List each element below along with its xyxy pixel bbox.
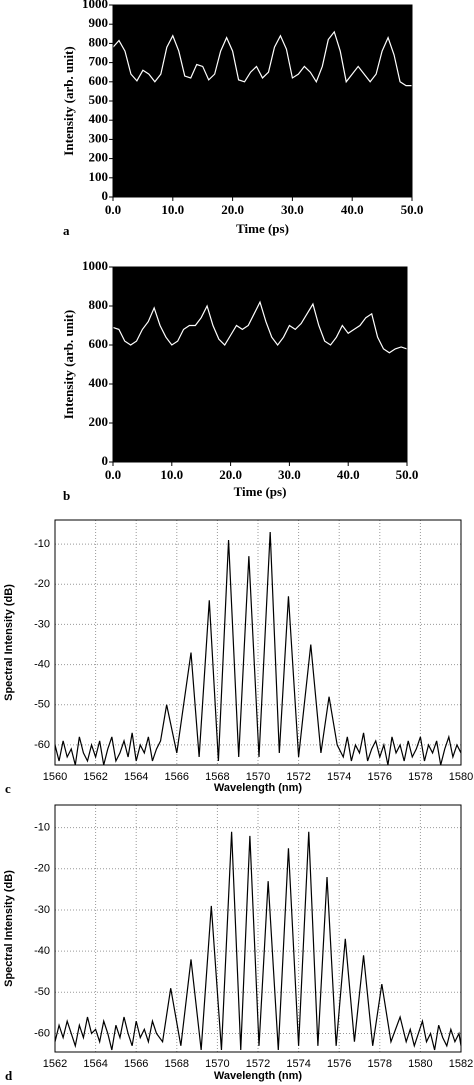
y-tick-label: 900: [89, 15, 109, 30]
data-line: [112, 30, 412, 87]
x-tick-label: 1580: [449, 771, 473, 783]
y-tick-label: -30: [34, 618, 50, 630]
y-tick-label: 600: [89, 336, 109, 351]
x-tick-label: 40.0: [337, 467, 360, 482]
data-line: [54, 532, 462, 766]
y-tick-label: 100: [89, 169, 109, 184]
y-tick-label: -20: [34, 578, 50, 590]
data-line: [112, 300, 408, 354]
y-tick-label: -10: [34, 822, 50, 834]
y-tick-label: 800: [89, 297, 109, 312]
x-tick-label: 1574: [286, 1058, 310, 1070]
y-tick-label: 700: [89, 54, 109, 69]
y-tick-label: -40: [34, 658, 50, 670]
data-line: [54, 831, 462, 1051]
y-tick-label: -10: [34, 538, 50, 550]
x-tick-label: 10.0: [161, 202, 184, 217]
plot-frame: [54, 804, 462, 1053]
y-axis-label: Intensity (arb. unit): [61, 46, 76, 155]
y-tick-label: 0: [102, 188, 109, 203]
x-tick-label: 1564: [83, 1058, 107, 1070]
plot-frame: [54, 519, 462, 766]
y-axis-label: Intensity (arb. unit): [61, 310, 76, 419]
y-axis-label: Spectral Intensity (dB): [3, 584, 15, 701]
plot-area: [112, 266, 408, 463]
x-tick-label: 1566: [165, 771, 189, 783]
x-tick-label: 1576: [327, 1058, 351, 1070]
y-tick-label: 1000: [82, 258, 108, 273]
x-axis-label: Time (ps): [236, 221, 289, 236]
x-tick-label: 1574: [327, 771, 351, 783]
panel-label: c: [5, 781, 11, 796]
x-tick-label: 1564: [124, 771, 148, 783]
x-tick-label: 30.0: [281, 202, 304, 217]
x-tick-label: 1572: [286, 771, 310, 783]
x-tick-label: 50.0: [401, 202, 424, 217]
x-axis-label: Wavelength (nm): [214, 1070, 303, 1082]
y-tick-label: 800: [89, 34, 109, 49]
y-tick-label: 400: [89, 375, 109, 390]
y-tick-label: -60: [34, 739, 50, 751]
x-tick-label: 1566: [124, 1058, 148, 1070]
x-tick-label: 50.0: [396, 467, 419, 482]
x-tick-label: 30.0: [278, 467, 301, 482]
y-tick-label: -60: [34, 1027, 50, 1039]
y-tick-label: 600: [89, 73, 109, 88]
y-tick-label: 300: [89, 130, 109, 145]
plot-frame: [112, 4, 413, 198]
y-tick-label: 0: [102, 453, 109, 468]
y-tick-label: 200: [89, 150, 109, 165]
y-axis-label: Spectral Intensity (dB): [3, 870, 15, 987]
x-tick-label: 1578: [368, 1058, 392, 1070]
x-tick-label: 1568: [165, 1058, 189, 1070]
x-axis-label: Wavelength (nm): [214, 782, 303, 794]
plot-frame: [112, 266, 408, 463]
x-tick-label: 1568: [205, 771, 229, 783]
x-tick-label: 0.0: [105, 467, 121, 482]
x-tick-label: 1570: [205, 1058, 229, 1070]
panel-label: d: [5, 1068, 13, 1083]
x-tick-label: 1580: [408, 1058, 432, 1070]
x-tick-label: 20.0: [221, 202, 244, 217]
y-tick-label: -20: [34, 863, 50, 875]
x-tick-label: 1570: [246, 771, 270, 783]
panel-label: b: [63, 488, 70, 503]
panel-label: a: [63, 223, 70, 238]
x-tick-label: 1582: [449, 1058, 473, 1070]
y-tick-label: -40: [34, 945, 50, 957]
x-tick-label: 0.0: [105, 202, 121, 217]
y-tick-label: -30: [34, 904, 50, 916]
y-tick-label: 1000: [82, 0, 108, 11]
x-tick-label: 1576: [368, 771, 392, 783]
y-tick-label: 200: [89, 414, 109, 429]
x-tick-label: 1560: [43, 771, 67, 783]
x-tick-label: 40.0: [341, 202, 364, 217]
x-tick-label: 1572: [246, 1058, 270, 1070]
y-tick-label: 500: [89, 92, 109, 107]
x-axis-label: Time (ps): [234, 484, 287, 499]
y-tick-label: -50: [34, 986, 50, 998]
x-tick-label: 1562: [83, 771, 107, 783]
x-tick-label: 1578: [408, 771, 432, 783]
plot-area: [112, 4, 413, 198]
y-tick-label: -50: [34, 699, 50, 711]
x-tick-label: 10.0: [160, 467, 183, 482]
x-tick-label: 20.0: [219, 467, 242, 482]
x-tick-label: 1562: [43, 1058, 67, 1070]
y-tick-label: 400: [89, 111, 109, 126]
